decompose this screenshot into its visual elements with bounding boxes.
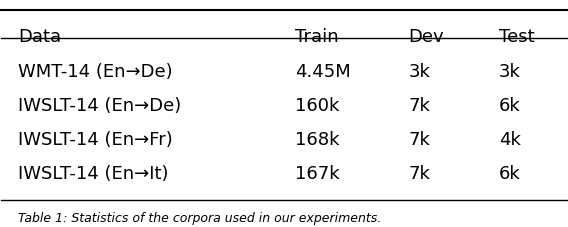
Text: Data: Data	[18, 27, 61, 45]
Text: 160k: 160k	[295, 96, 340, 114]
Text: 167k: 167k	[295, 164, 340, 182]
Text: Test: Test	[499, 27, 534, 45]
Text: IWSLT-14 (En→De): IWSLT-14 (En→De)	[18, 96, 182, 114]
Text: 7k: 7k	[408, 130, 430, 148]
Text: 7k: 7k	[408, 164, 430, 182]
Text: 6k: 6k	[499, 96, 520, 114]
Text: 6k: 6k	[499, 164, 520, 182]
Text: IWSLT-14 (En→Fr): IWSLT-14 (En→Fr)	[18, 130, 173, 148]
Text: 168k: 168k	[295, 130, 340, 148]
Text: WMT-14 (En→De): WMT-14 (En→De)	[18, 62, 173, 80]
Text: Dev: Dev	[408, 27, 444, 45]
Text: Train: Train	[295, 27, 339, 45]
Text: 3k: 3k	[408, 62, 430, 80]
Text: 3k: 3k	[499, 62, 521, 80]
Text: 7k: 7k	[408, 96, 430, 114]
Text: IWSLT-14 (En→It): IWSLT-14 (En→It)	[18, 164, 169, 182]
Text: 4k: 4k	[499, 130, 521, 148]
Text: Table 1: Statistics of the corpora used in our experiments.: Table 1: Statistics of the corpora used …	[18, 211, 382, 224]
Text: 4.45M: 4.45M	[295, 62, 351, 80]
